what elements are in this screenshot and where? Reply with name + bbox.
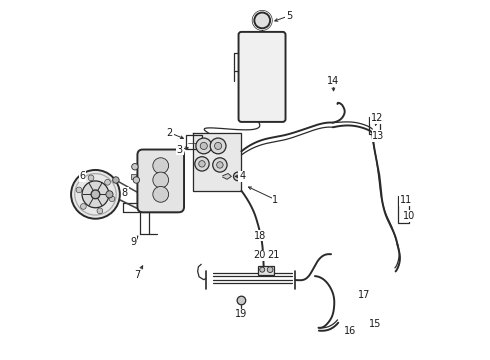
Bar: [131, 174, 136, 179]
Circle shape: [88, 175, 94, 181]
Circle shape: [234, 172, 242, 181]
Circle shape: [213, 158, 227, 172]
Circle shape: [106, 191, 113, 198]
Circle shape: [195, 157, 209, 171]
Circle shape: [113, 177, 119, 183]
Polygon shape: [193, 134, 242, 191]
Text: 5: 5: [286, 11, 292, 21]
Text: 21: 21: [268, 250, 280, 260]
Text: 2: 2: [167, 128, 173, 138]
Circle shape: [153, 158, 169, 174]
Circle shape: [97, 208, 103, 214]
FancyBboxPatch shape: [239, 32, 286, 122]
Circle shape: [109, 196, 115, 202]
Circle shape: [80, 203, 86, 209]
Circle shape: [267, 267, 273, 273]
Text: 12: 12: [371, 113, 383, 123]
Circle shape: [76, 187, 82, 193]
Text: 7: 7: [134, 270, 141, 280]
Text: 15: 15: [369, 319, 381, 329]
Text: 9: 9: [130, 237, 136, 247]
Text: 18: 18: [254, 231, 267, 240]
Circle shape: [132, 163, 138, 170]
Polygon shape: [223, 174, 231, 179]
FancyBboxPatch shape: [137, 149, 184, 212]
Text: 3: 3: [177, 144, 183, 154]
Circle shape: [82, 181, 109, 208]
Text: 1: 1: [272, 195, 278, 205]
Circle shape: [196, 138, 212, 154]
Text: 6: 6: [79, 171, 86, 181]
Text: 13: 13: [372, 131, 385, 141]
Text: 14: 14: [327, 76, 339, 86]
Circle shape: [237, 296, 245, 305]
Circle shape: [210, 138, 226, 154]
Circle shape: [199, 161, 205, 167]
Bar: [258, 266, 274, 275]
Text: 17: 17: [358, 291, 370, 301]
Text: 16: 16: [344, 326, 356, 336]
Circle shape: [200, 143, 207, 149]
Circle shape: [153, 172, 169, 188]
Bar: [398, 196, 409, 223]
Text: 11: 11: [400, 195, 413, 205]
Text: 4: 4: [239, 171, 245, 181]
Bar: [369, 117, 380, 134]
Circle shape: [105, 179, 110, 185]
Text: 20: 20: [253, 250, 266, 260]
Circle shape: [260, 267, 265, 272]
Circle shape: [153, 186, 169, 202]
Circle shape: [254, 13, 270, 28]
Circle shape: [71, 170, 120, 219]
Text: 8: 8: [122, 188, 128, 198]
Text: 10: 10: [403, 211, 416, 221]
Circle shape: [217, 162, 223, 168]
Circle shape: [91, 190, 100, 199]
Circle shape: [133, 177, 140, 183]
Text: 19: 19: [235, 310, 247, 319]
Circle shape: [215, 143, 221, 149]
Bar: [186, 135, 202, 149]
